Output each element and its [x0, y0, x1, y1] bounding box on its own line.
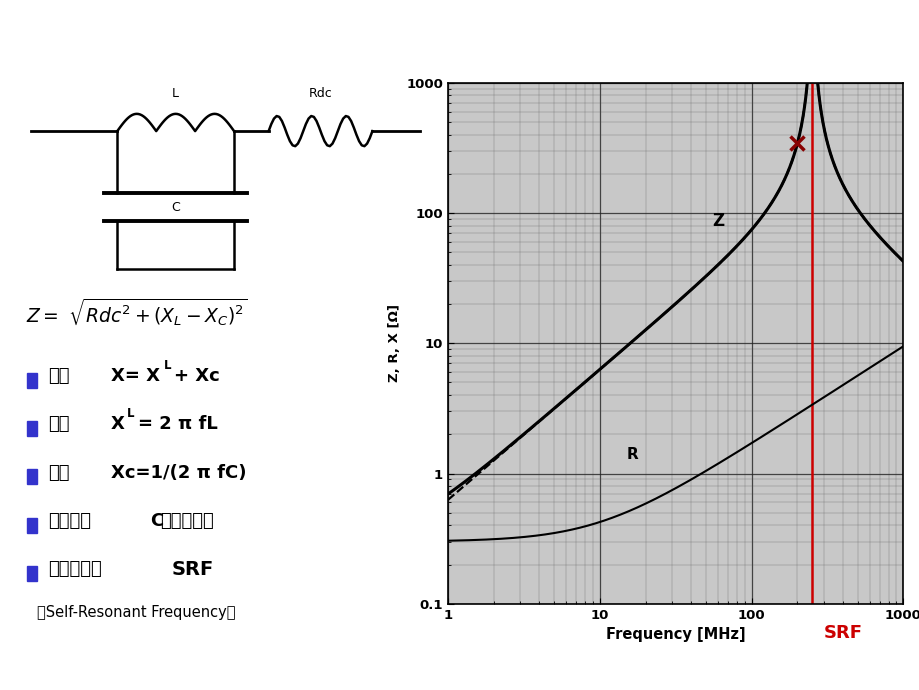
Text: L: L [127, 407, 134, 420]
Text: SRF: SRF [823, 624, 861, 642]
Text: X= X: X= X [110, 367, 160, 385]
Text: C: C [150, 512, 163, 530]
Text: 感抗: 感抗 [48, 415, 70, 433]
Text: Xc=1/(2 π fC): Xc=1/(2 π fC) [110, 464, 246, 482]
Text: C: C [171, 201, 180, 213]
Text: 容抗: 容抗 [48, 464, 70, 482]
Bar [28, 421, 37, 436]
Bar [28, 518, 37, 533]
Text: Rdc: Rdc [308, 87, 332, 100]
Text: 一般会很小: 一般会很小 [160, 512, 214, 530]
Text: SRF: SRF [171, 560, 213, 579]
Text: 寄生电容: 寄生电容 [48, 512, 91, 530]
Text: R: R [626, 446, 638, 462]
X-axis label: Frequency [MHz]: Frequency [MHz] [606, 627, 744, 642]
Y-axis label: Z, R, X [Ω]: Z, R, X [Ω] [387, 304, 401, 382]
Text: X: X [110, 415, 125, 433]
Text: + Xc: + Xc [175, 367, 220, 385]
Text: （Self-Resonant Frequency）: （Self-Resonant Frequency） [38, 605, 235, 620]
Text: L: L [172, 87, 179, 100]
Text: L: L [164, 359, 171, 371]
Text: 自谐振频率: 自谐振频率 [48, 560, 102, 578]
Text: Z: Z [711, 212, 723, 230]
Bar [28, 373, 37, 388]
Text: $Z=\ \sqrt{Rdc^2+(X_L-X_C)^2}$: $Z=\ \sqrt{Rdc^2+(X_L-X_C)^2}$ [27, 296, 248, 328]
Text: = 2 π fL: = 2 π fL [138, 415, 217, 433]
Bar [28, 566, 37, 581]
Bar [28, 469, 37, 484]
Text: 电抗: 电抗 [48, 367, 70, 385]
